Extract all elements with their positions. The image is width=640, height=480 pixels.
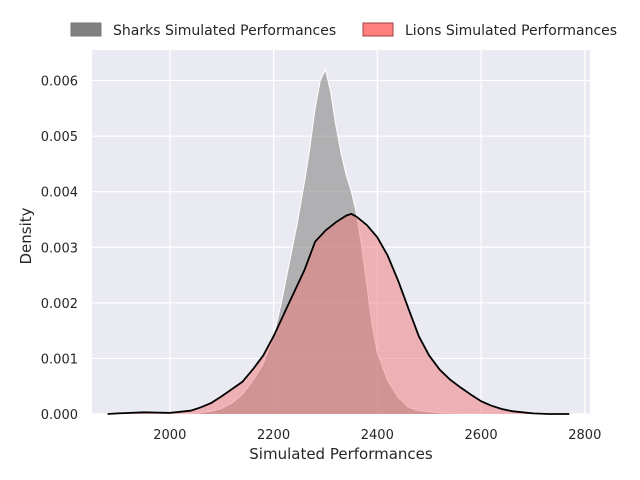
legend-label-0: Sharks Simulated Performances <box>113 23 336 39</box>
y-tick-label: 0.003 <box>41 241 78 256</box>
x-tick-labels: 2000 2200 2400 2600 2800 <box>153 428 601 443</box>
y-tick-labels: 0.000 0.001 0.002 0.003 0.004 0.005 0.006 <box>41 75 78 423</box>
density-areas <box>107 67 570 415</box>
y-tick-label: 0.000 <box>41 408 78 423</box>
x-tick-label: 2800 <box>568 428 601 443</box>
legend-swatch-1 <box>362 22 394 37</box>
x-tick-label: 2400 <box>361 428 394 443</box>
legend-swatch-0 <box>70 22 102 37</box>
y-tick-label: 0.004 <box>41 186 78 201</box>
y-tick-label: 0.005 <box>41 130 78 145</box>
y-tick-label: 0.002 <box>41 297 78 312</box>
density-area-0 <box>117 69 482 414</box>
y-tick-label: 0.006 <box>41 75 78 90</box>
x-axis-title: Simulated Performances <box>249 445 433 463</box>
x-tick-label: 2200 <box>257 428 290 443</box>
legend: Sharks Simulated Performances Lions Simul… <box>70 22 617 39</box>
density-line-1 <box>107 212 570 415</box>
y-tick-label: 0.001 <box>41 352 78 367</box>
x-tick-label: 2000 <box>153 428 186 443</box>
x-tick-label: 2600 <box>465 428 498 443</box>
legend-label-1: Lions Simulated Performances <box>405 23 617 39</box>
y-axis-title: Density <box>17 207 35 264</box>
density-area-1 <box>107 213 570 414</box>
